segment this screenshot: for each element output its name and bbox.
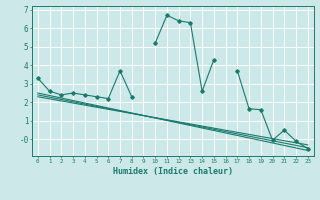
X-axis label: Humidex (Indice chaleur): Humidex (Indice chaleur) (113, 167, 233, 176)
